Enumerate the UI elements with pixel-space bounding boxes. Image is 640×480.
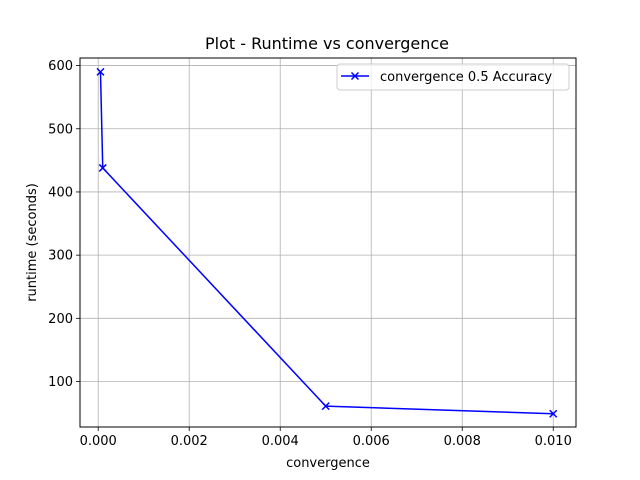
- data-point-marker: [549, 409, 558, 418]
- legend-label: convergence 0.5 Accuracy: [380, 70, 552, 85]
- legend-marker: [350, 71, 360, 81]
- data-point-marker: [96, 67, 105, 76]
- chart-title: Plot - Runtime vs convergence: [205, 34, 449, 53]
- plot-frame: [79, 57, 577, 428]
- grid: [80, 58, 576, 427]
- y-tick-label: 400: [48, 185, 73, 200]
- x-tick-label: 0.000: [80, 434, 117, 449]
- y-axis-ticks: 100 200 300 400 500 600: [48, 59, 80, 390]
- x-axis-ticks: 0.000 0.002 0.004 0.006 0.008 0.010: [80, 427, 572, 449]
- y-tick-label: 600: [48, 59, 73, 74]
- y-tick-label: 100: [48, 375, 73, 390]
- y-axis-label: runtime (seconds): [25, 183, 40, 302]
- y-tick-label: 300: [48, 249, 73, 264]
- y-tick-label: 200: [48, 312, 73, 327]
- x-tick-label: 0.002: [171, 434, 208, 449]
- series-line: [99, 71, 554, 415]
- y-tick-label: 500: [48, 122, 73, 137]
- legend-box: [336, 63, 570, 91]
- x-tick-label: 0.004: [262, 434, 299, 449]
- x-axis-label: convergence: [286, 456, 370, 471]
- x-tick-label: 0.008: [444, 434, 481, 449]
- data-point-marker: [98, 163, 107, 172]
- x-tick-label: 0.006: [353, 434, 390, 449]
- data-point-marker: [321, 402, 330, 411]
- series-area: [96, 67, 558, 418]
- x-tick-label: 0.010: [535, 434, 572, 449]
- legend: convergence 0.5 Accuracy: [336, 63, 570, 91]
